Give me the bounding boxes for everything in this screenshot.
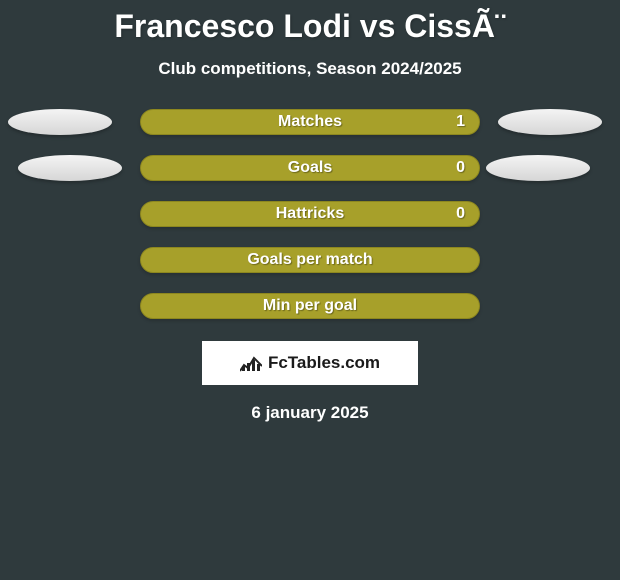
- brand-box: FcTables.com: [202, 341, 418, 385]
- stat-bar: Min per goal: [140, 293, 480, 319]
- stat-rows: Matches 1 Goals 0 Hattricks 0 Goals per match M…: [0, 109, 620, 319]
- stat-row: Hattricks 0: [0, 201, 620, 227]
- stat-label: Matches: [278, 113, 342, 131]
- subtitle: Club competitions, Season 2024/2025: [0, 59, 620, 79]
- stat-row: Min per goal: [0, 293, 620, 319]
- stat-row: Goals 0: [0, 155, 620, 181]
- stat-label: Goals: [288, 159, 332, 177]
- right-ellipse: [486, 155, 590, 181]
- stat-label: Goals per match: [247, 251, 372, 269]
- date: 6 january 2025: [0, 403, 620, 423]
- stat-value: 1: [456, 113, 465, 131]
- stat-label: Hattricks: [276, 205, 344, 223]
- container: Francesco Lodi vs CissÃ¨ Club competitio…: [0, 0, 620, 580]
- stat-row: Goals per match: [0, 247, 620, 273]
- left-ellipse: [8, 109, 112, 135]
- left-ellipse: [18, 155, 122, 181]
- stat-bar: Matches 1: [140, 109, 480, 135]
- bars-icon: [240, 354, 262, 372]
- stat-bar: Goals 0: [140, 155, 480, 181]
- stat-value: 0: [456, 205, 465, 223]
- stat-value: 0: [456, 159, 465, 177]
- right-ellipse: [498, 109, 602, 135]
- stat-label: Min per goal: [263, 297, 357, 315]
- stat-bar: Hattricks 0: [140, 201, 480, 227]
- page-title: Francesco Lodi vs CissÃ¨: [0, 8, 620, 45]
- brand-text: FcTables.com: [268, 353, 380, 373]
- stat-row: Matches 1: [0, 109, 620, 135]
- stat-bar: Goals per match: [140, 247, 480, 273]
